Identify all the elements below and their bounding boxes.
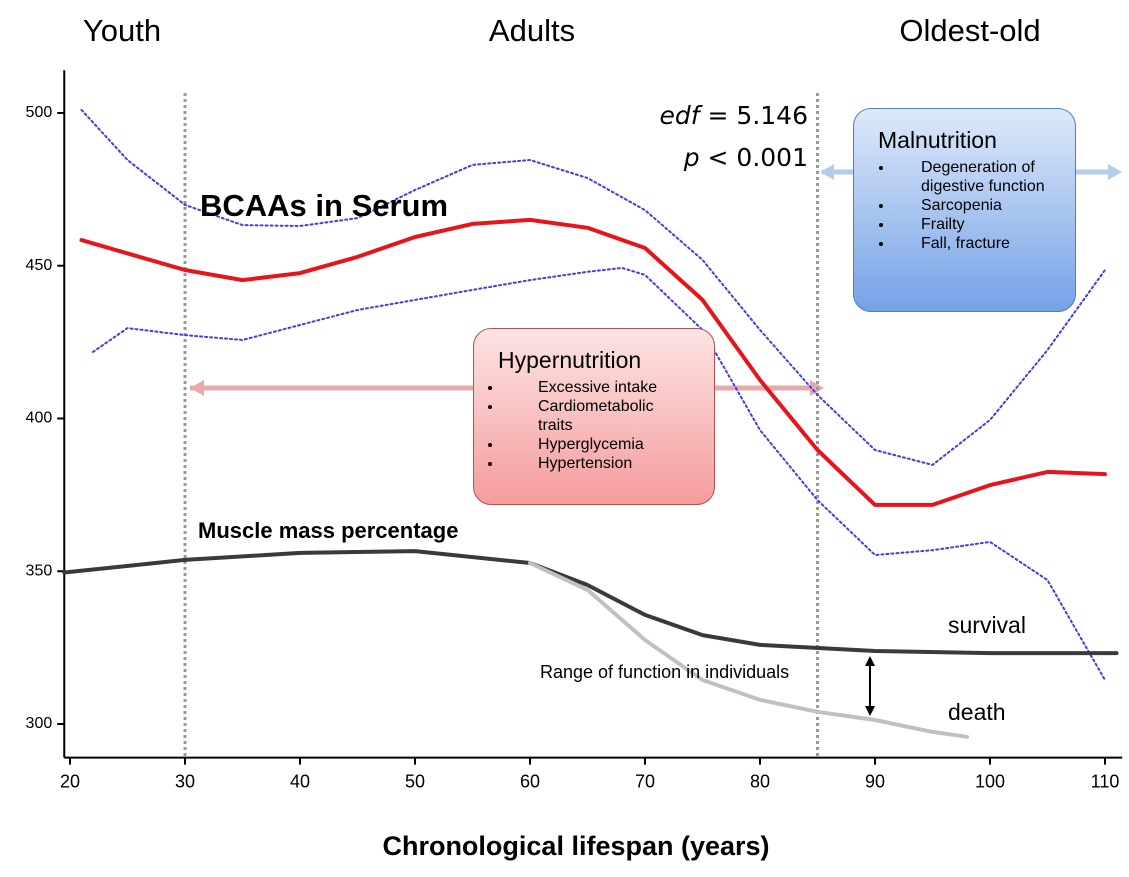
series-label: death	[948, 699, 1006, 725]
annotation: Muscle mass percentage	[198, 518, 458, 543]
stat-value: < 0.001	[700, 143, 808, 172]
series-line	[62, 549, 1119, 656]
box-item: Excessive intake	[488, 378, 673, 397]
box-item: Sarcopenia	[879, 196, 1046, 215]
annotation: Range of function in individuals	[540, 662, 789, 682]
confidence-line	[92, 266, 1106, 681]
hypernutrition-box: Hypernutrition Excessive intake Cardiome…	[473, 328, 715, 505]
y-tick-label: 400	[26, 410, 53, 427]
period-label: Youth	[83, 13, 161, 48]
stat-label: edf = 5.146	[660, 101, 808, 130]
arrow-head	[1108, 164, 1122, 180]
stat-symbol: p	[683, 143, 700, 172]
series-line	[79, 217, 1107, 507]
box-item: Frailty	[879, 215, 1046, 234]
box-title: Hypernutrition	[498, 347, 642, 373]
x-axis-title: Chronological lifespan (years)	[382, 831, 769, 861]
period-label: Adults	[489, 13, 575, 48]
y-tick-label: 450	[26, 257, 53, 274]
stat-symbol: edf	[660, 101, 703, 130]
x-tick-label: 80	[750, 771, 770, 791]
x-tick-label: 20	[60, 771, 80, 791]
malnutrition-box: Malnutrition Degeneration of digestive f…	[853, 108, 1076, 312]
confidence-line	[80, 108, 1106, 466]
series-label: BCAAs in Serum	[200, 188, 448, 223]
arrow-head	[190, 380, 204, 396]
y-tick-label: 500	[26, 104, 53, 121]
arrow-head	[820, 164, 834, 180]
y-tick-label: 350	[26, 562, 53, 579]
box-item: Hypertension	[488, 454, 673, 473]
y-tick-label: 300	[26, 715, 53, 732]
box-title: Malnutrition	[878, 127, 997, 153]
x-tick-label: 30	[175, 771, 195, 791]
box-item: Hyperglycemia	[488, 435, 673, 454]
arrow-head	[865, 706, 875, 716]
x-tick-label: 110	[1091, 771, 1120, 791]
box-list: Degeneration of digestive function Sarco…	[878, 158, 1075, 253]
stat-value: = 5.146	[700, 101, 808, 130]
box-item: Cardiometabolic traits	[488, 397, 673, 435]
x-tick-label: 50	[405, 771, 425, 791]
box-item: Fall, fracture	[879, 234, 1046, 253]
stat-label: p < 0.001	[683, 143, 808, 172]
arrow-head	[865, 656, 875, 666]
series-line	[528, 561, 969, 739]
x-tick-label: 60	[520, 771, 540, 791]
period-label: Oldest-old	[899, 13, 1040, 48]
box-list: Excessive intake Cardiometabolic traits …	[488, 378, 714, 473]
box-item: Degeneration of digestive function	[879, 159, 1045, 195]
x-tick-label: 90	[865, 771, 885, 791]
x-tick-label: 100	[975, 771, 1005, 791]
x-tick-label: 70	[635, 771, 655, 791]
x-tick-label: 40	[290, 771, 310, 791]
series-label: survival	[948, 612, 1026, 638]
